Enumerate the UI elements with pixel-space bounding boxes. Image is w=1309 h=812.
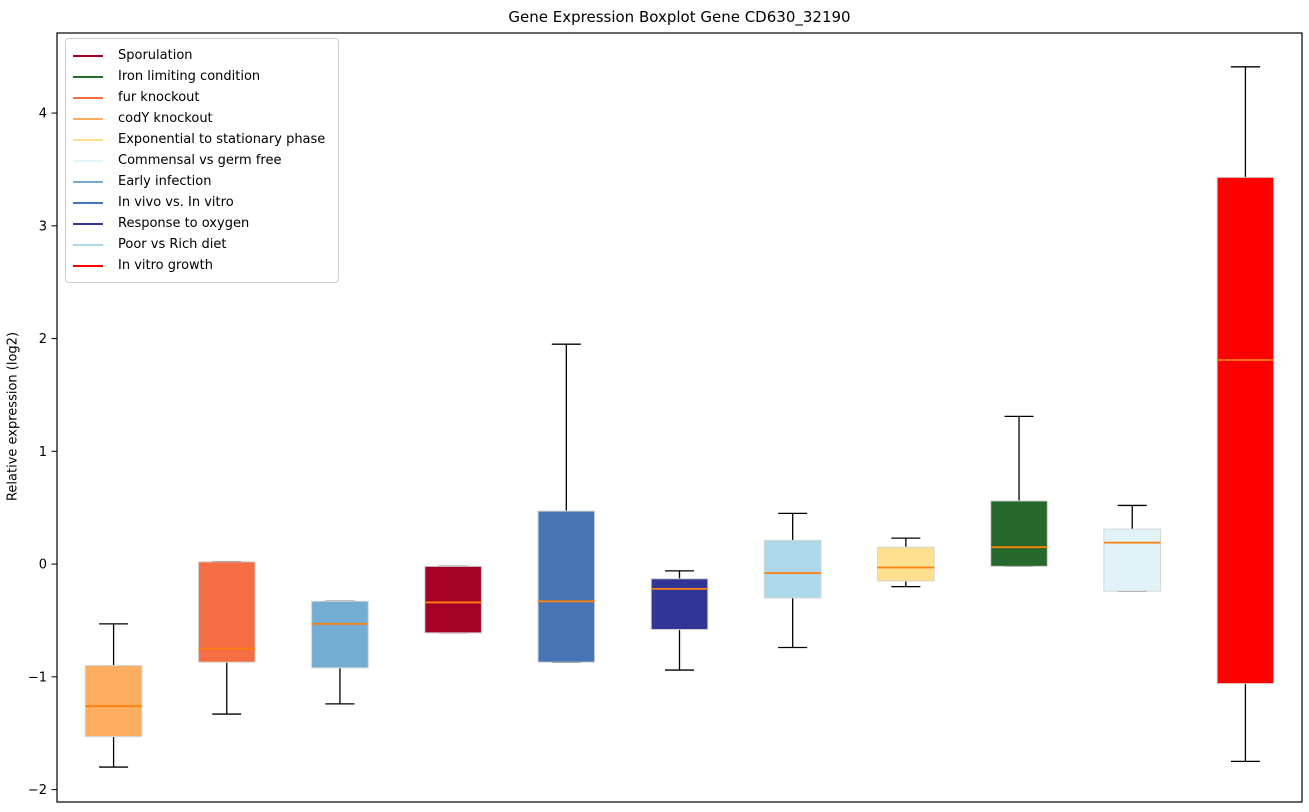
legend-color-swatch <box>73 117 103 120</box>
legend-color-swatch <box>73 75 103 78</box>
legend-color-swatch <box>73 159 103 162</box>
legend-color-swatch <box>73 201 103 204</box>
legend: Sporulation Iron limiting condition fur kn… <box>65 38 339 283</box>
legend-label: Sporulation <box>118 48 193 63</box>
box-iron-limiting-condition <box>990 500 1048 567</box>
legend-label: Poor vs Rich diet <box>118 237 227 252</box>
legend-label: Response to oxygen <box>118 216 250 231</box>
legend-label: Commensal vs germ free <box>118 153 282 168</box>
box-in-vivo-vs-in-vitro <box>537 510 596 663</box>
legend-item: codY knockout <box>73 108 330 129</box>
legend-label: Exponential to stationary phase <box>118 132 326 147</box>
legend-label: In vivo vs. In vitro <box>118 195 234 210</box>
chart-title: Gene Expression Boxplot Gene CD630_32190 <box>508 8 851 26</box>
legend-item: Exponential to stationary phase <box>73 129 330 150</box>
y-axis-label: Relative expression (log2) <box>5 331 21 502</box>
legend-item: Poor vs Rich diet <box>73 234 330 255</box>
legend-item: Iron limiting condition <box>73 66 330 87</box>
y-tick-label: 0 <box>39 558 47 573</box>
y-tick-label: 2 <box>39 332 47 347</box>
legend-item: Commensal vs germ free <box>73 150 330 171</box>
box-sporulation <box>424 565 482 634</box>
legend-color-swatch <box>73 138 103 141</box>
box-early-infection <box>311 600 369 669</box>
legend-item: In vitro growth <box>73 255 330 276</box>
box-poor-vs-rich-diet <box>763 539 822 599</box>
legend-color-swatch <box>73 264 103 267</box>
box-response-to-oxygen <box>650 578 709 630</box>
legend-item: fur knockout <box>73 87 330 108</box>
box-exponential-to-stationary-phase <box>877 546 935 582</box>
y-tick-label: −1 <box>28 670 47 685</box>
legend-label: codY knockout <box>118 111 213 126</box>
y-tick-label: 1 <box>39 445 47 460</box>
box-cody-knockout <box>84 665 143 738</box>
legend-item: Early infection <box>73 171 330 192</box>
y-tick-label: 3 <box>39 219 47 234</box>
axes-frame <box>56 32 1303 803</box>
y-tick-label: −2 <box>28 783 47 798</box>
y-tick-label: 4 <box>39 107 47 122</box>
legend-label: fur knockout <box>118 90 200 105</box>
box-fur-knockout <box>197 561 256 663</box>
legend-color-swatch <box>73 222 103 225</box>
legend-color-swatch <box>73 243 103 246</box>
legend-item: Sporulation <box>73 45 330 66</box>
legend-color-swatch <box>73 96 103 99</box>
legend-color-swatch <box>73 54 103 57</box>
legend-label: Iron limiting condition <box>118 69 261 84</box>
box-in-vitro-growth <box>1216 176 1275 685</box>
legend-label: Early infection <box>118 174 212 189</box>
legend-item: In vivo vs. In vitro <box>73 192 330 213</box>
box-commensal-vs-germ-free <box>1103 528 1162 592</box>
legend-label: In vitro growth <box>118 258 213 273</box>
legend-item: Response to oxygen <box>73 213 330 234</box>
legend-color-swatch <box>73 180 103 183</box>
